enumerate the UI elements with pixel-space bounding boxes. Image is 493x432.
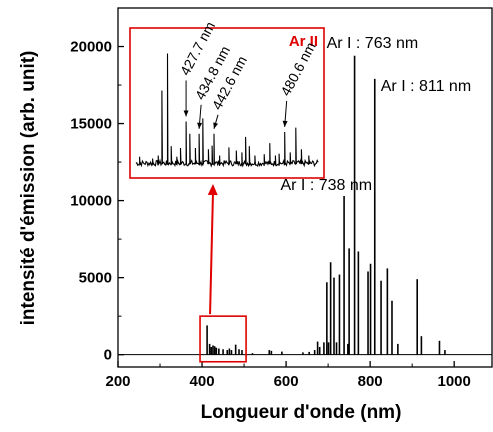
x-tick-label: 200 bbox=[105, 373, 130, 390]
zoom-arrow-head bbox=[207, 184, 218, 196]
annotation: Ar I : 738 nm bbox=[280, 177, 372, 194]
plot-frame bbox=[117, 7, 493, 368]
zoom-arrow bbox=[209, 191, 214, 315]
y-tick-label: 0 bbox=[104, 347, 112, 364]
x-tick-label: 400 bbox=[190, 373, 215, 390]
highlight-group bbox=[199, 184, 247, 363]
inset-arrow-head bbox=[197, 122, 203, 129]
inset-title: Ar II bbox=[289, 33, 318, 50]
x-tick-label: 800 bbox=[358, 373, 383, 390]
x-tick-label: 600 bbox=[274, 373, 299, 390]
inset-arrow-head bbox=[213, 122, 219, 129]
y-axis-title: intensité d'émission (arb. unit) bbox=[18, 51, 39, 326]
annotation: Ar I : 811 nm bbox=[381, 78, 471, 95]
inset-arrow-head bbox=[282, 120, 288, 127]
axes bbox=[117, 7, 493, 368]
main-annotations: Ar I : 763 nm Ar I : 811 nm Ar I : 738 nm bbox=[280, 35, 471, 194]
y-tick-label: 20000 bbox=[70, 39, 112, 56]
annotation: Ar I : 763 nm bbox=[327, 35, 419, 52]
highlight-box bbox=[199, 315, 247, 363]
inset-trace bbox=[135, 53, 319, 168]
inset-arrow-head bbox=[183, 110, 189, 117]
y-tick-label: 5000 bbox=[79, 270, 112, 287]
spectrum-trace bbox=[118, 55, 492, 356]
x-axis-title: Longueur d'onde (nm) bbox=[201, 402, 402, 423]
x-tick-label: 1000 bbox=[437, 373, 470, 390]
y-tick-label: 10000 bbox=[70, 193, 112, 210]
y-tick-label: 15000 bbox=[70, 116, 112, 133]
